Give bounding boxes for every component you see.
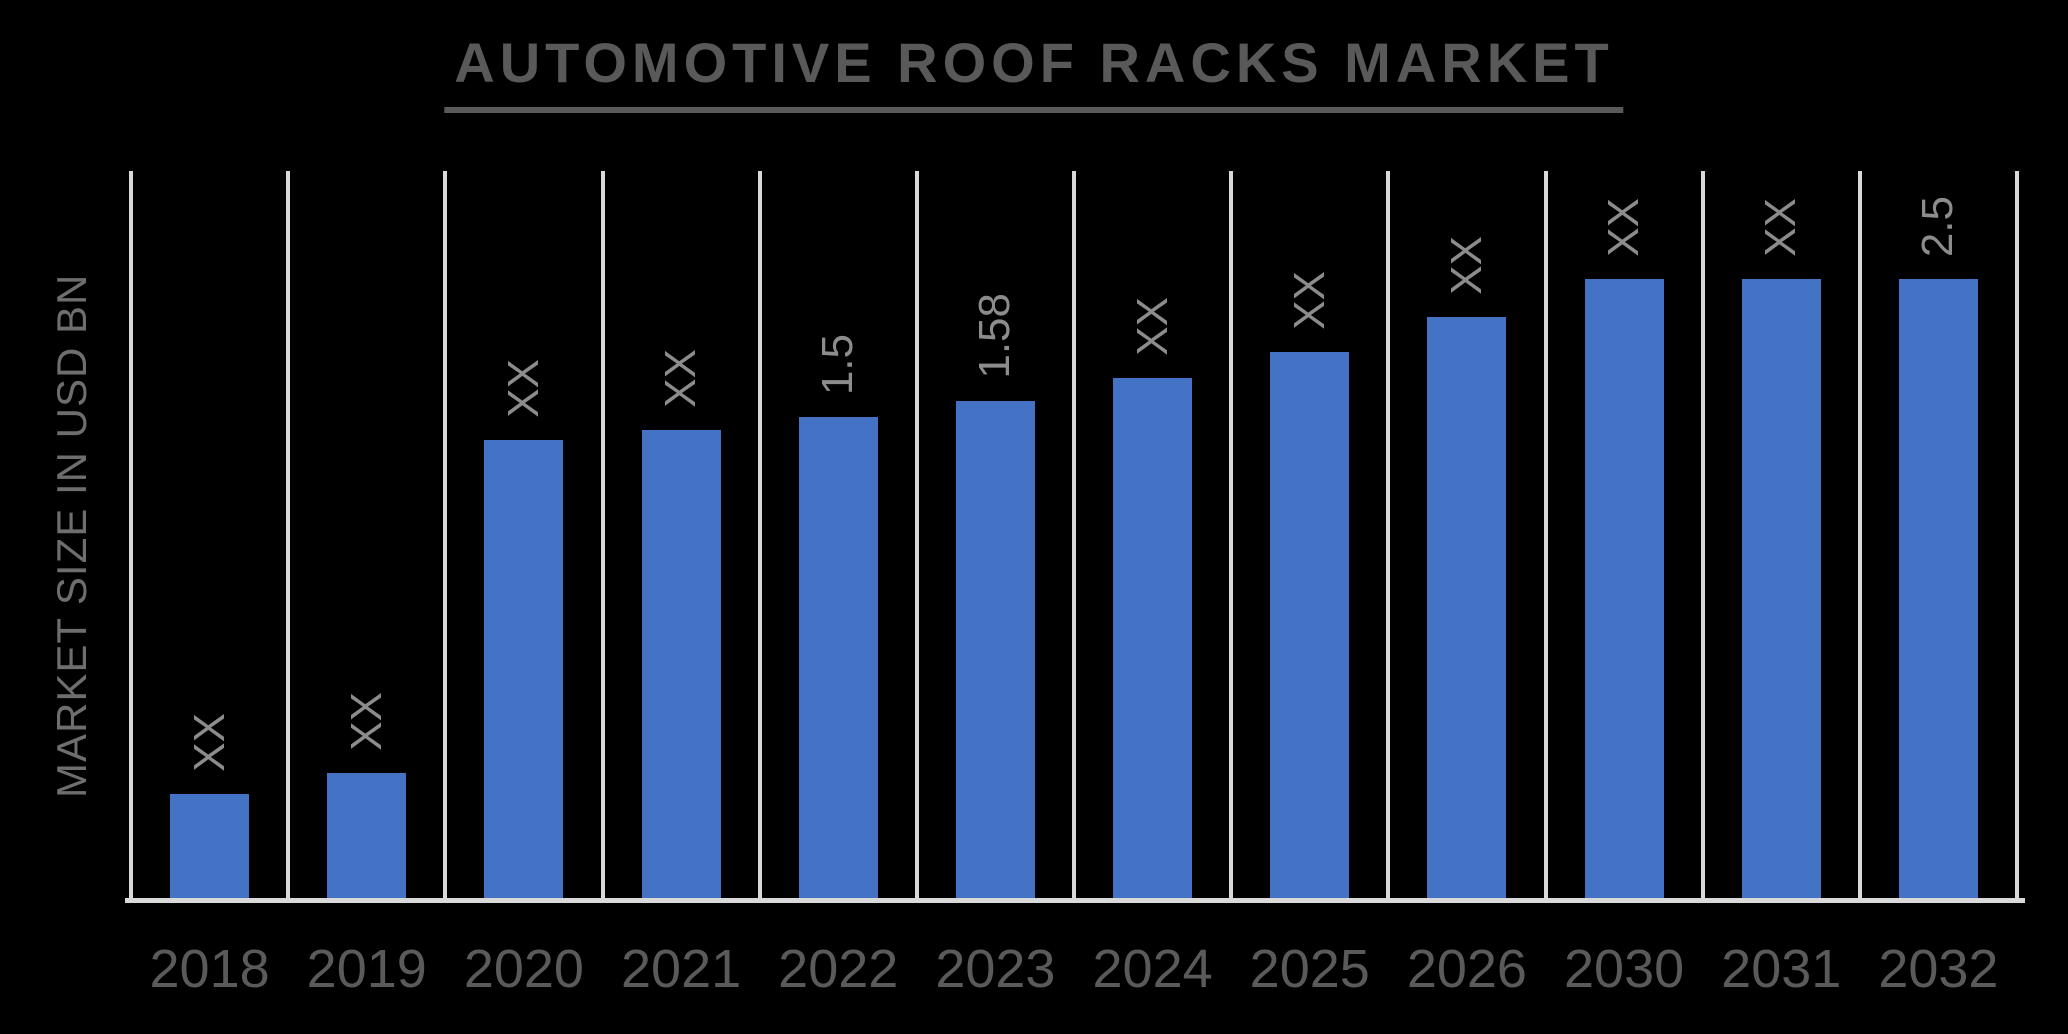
gridline <box>914 171 919 900</box>
bar-2025 <box>1270 352 1350 900</box>
bar-value-label-2022: 1.5 <box>813 333 863 395</box>
x-tick-label-2026: 2026 <box>1406 939 1527 999</box>
x-tick-label-2023: 2023 <box>935 939 1056 999</box>
x-tick-label-2021: 2021 <box>621 939 742 999</box>
chart-title: AUTOMOTIVE ROOF RACKS MARKET <box>444 30 1624 113</box>
gridline <box>600 171 605 900</box>
y-axis-title: MARKET SIZE IN USD BN <box>48 273 95 798</box>
plot-area: XX XX XX XX 1.5 1.58 XX XX XX XX XX 2.5 <box>129 171 2019 900</box>
x-tick-label-2022: 2022 <box>778 939 899 999</box>
bar-2030 <box>1584 279 1664 900</box>
bar-value-label-2026: XX <box>1441 236 1491 295</box>
gridline <box>1386 171 1391 900</box>
bar-2032 <box>1898 279 1978 900</box>
x-tick-label-2025: 2025 <box>1249 939 1370 999</box>
gridline <box>443 171 448 900</box>
bar-2019 <box>327 773 407 900</box>
gridline <box>1072 171 1076 900</box>
bar-2021 <box>641 430 721 900</box>
bar-2024 <box>1113 378 1193 900</box>
bar-value-label-2023: 1.58 <box>970 293 1020 379</box>
gridline <box>2015 171 2019 900</box>
bar-value-label-2024: XX <box>1127 297 1177 356</box>
bar-value-label-2030: XX <box>1598 198 1648 257</box>
bar-value-label-2019: XX <box>341 692 391 751</box>
gridline <box>129 171 133 900</box>
bar-2031 <box>1741 279 1821 900</box>
x-tick-label-2019: 2019 <box>306 939 427 999</box>
x-tick-label-2018: 2018 <box>149 939 270 999</box>
bar-value-label-2025: XX <box>1284 271 1334 330</box>
gridline <box>1229 171 1234 900</box>
bar-2018 <box>170 794 250 900</box>
gridline <box>1857 171 1862 900</box>
gridline <box>286 171 291 900</box>
bar-value-label-2018: XX <box>184 713 234 772</box>
gridline <box>1543 171 1548 900</box>
bar-2022 <box>798 417 878 900</box>
x-tick-label-2024: 2024 <box>1092 939 1213 999</box>
gridline <box>757 171 762 900</box>
x-axis-line <box>125 898 2025 903</box>
bar-value-label-2031: XX <box>1756 198 1806 257</box>
x-tick-label-2020: 2020 <box>463 939 584 999</box>
x-tick-label-2031: 2031 <box>1721 939 1842 999</box>
bar-value-label-2021: XX <box>655 349 705 408</box>
bar-2023 <box>955 401 1035 900</box>
x-tick-label-2030: 2030 <box>1564 939 1685 999</box>
bar-value-label-2032: 2.5 <box>1913 195 1963 257</box>
bar-2020 <box>484 440 564 900</box>
bar-2026 <box>1427 317 1507 900</box>
bar-value-label-2020: XX <box>498 359 548 418</box>
x-tick-label-2032: 2032 <box>1878 939 1999 999</box>
gridline <box>1700 171 1705 900</box>
